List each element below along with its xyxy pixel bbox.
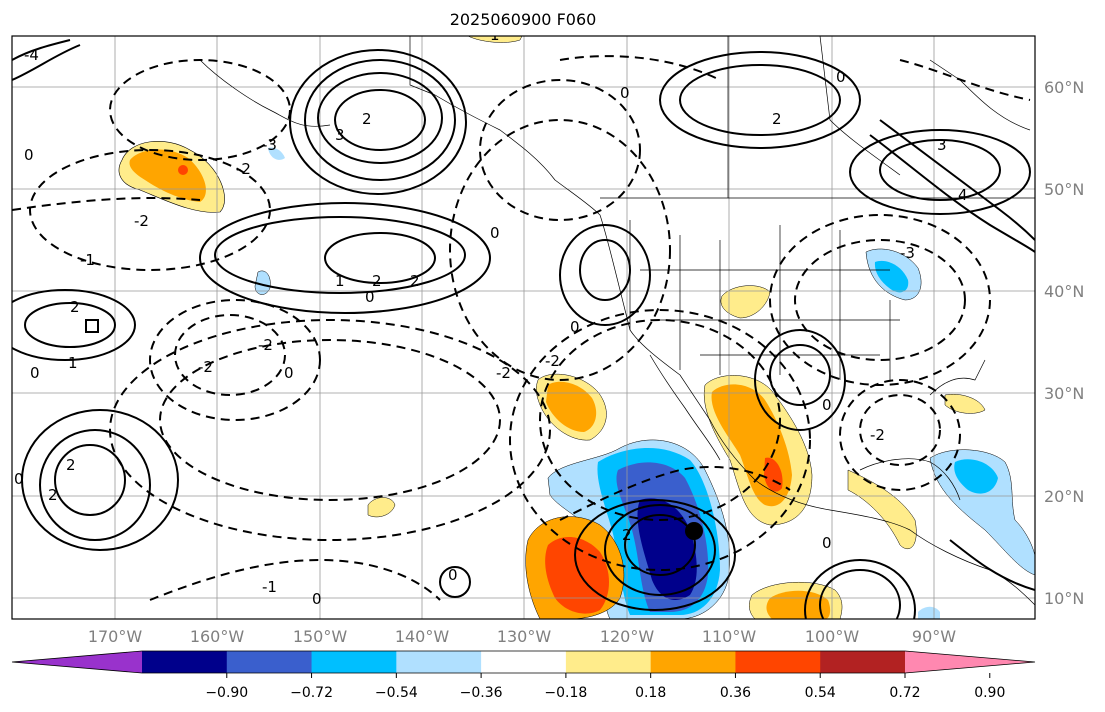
svg-text:-1: -1 bbox=[80, 251, 95, 269]
svg-text:3: 3 bbox=[335, 126, 345, 144]
lat-label: 30°N bbox=[1044, 384, 1084, 403]
colorbar-tick-label: −0.90 bbox=[205, 685, 248, 701]
lon-label: 150°W bbox=[293, 627, 348, 646]
svg-text:0: 0 bbox=[822, 396, 832, 414]
colorbar-extend-min bbox=[12, 651, 142, 673]
svg-text:2: 2 bbox=[410, 272, 420, 290]
svg-text:-1: -1 bbox=[262, 578, 277, 596]
svg-text:2: 2 bbox=[66, 456, 76, 474]
lon-label: 90°W bbox=[912, 627, 956, 646]
svg-text:2: 2 bbox=[622, 526, 632, 544]
colorbar-tick-label: 0.54 bbox=[805, 685, 836, 701]
svg-text:1: 1 bbox=[68, 354, 78, 372]
map-title: 2025060900 F060 bbox=[449, 10, 597, 29]
colorbar-tick-label: 0.72 bbox=[889, 685, 920, 701]
colorbar-segment bbox=[565, 651, 652, 673]
lon-label: 120°W bbox=[600, 627, 655, 646]
svg-text:0: 0 bbox=[312, 590, 322, 608]
colorbar-outline bbox=[11, 650, 1036, 674]
lat-label: 10°N bbox=[1044, 589, 1084, 608]
svg-text:0: 0 bbox=[620, 84, 630, 102]
colorbar-tick-label: 0.36 bbox=[720, 685, 751, 701]
colorbar-segment bbox=[311, 651, 397, 673]
colorbar-segment bbox=[396, 651, 482, 673]
lat-label: 20°N bbox=[1044, 487, 1084, 506]
colorbar-tick-label: −0.72 bbox=[290, 685, 333, 701]
svg-text:-4: -4 bbox=[24, 46, 39, 64]
colorbar-segment bbox=[820, 651, 906, 673]
lat-label: 50°N bbox=[1044, 180, 1084, 199]
svg-text:0: 0 bbox=[448, 566, 458, 584]
colorbar-extend-max bbox=[905, 651, 1035, 673]
svg-text:-3: -3 bbox=[262, 136, 277, 154]
plot-frame bbox=[11, 35, 1036, 620]
svg-text:2: 2 bbox=[70, 298, 80, 316]
lon-label: 110°W bbox=[702, 627, 757, 646]
svg-text:4: 4 bbox=[958, 186, 968, 204]
colorbar-segment bbox=[735, 651, 821, 673]
svg-text:-2: -2 bbox=[198, 358, 213, 376]
colorbar-tick-label: 0.90 bbox=[974, 685, 1005, 701]
svg-text:0: 0 bbox=[570, 318, 580, 336]
lon-label: 160°W bbox=[190, 627, 245, 646]
lon-labels: 170°W 160°W 150°W 140°W 130°W 120°W 110°… bbox=[88, 627, 956, 646]
storm-center-marker bbox=[685, 522, 703, 540]
svg-text:-2: -2 bbox=[545, 352, 560, 370]
colorbar-tick-label: −0.36 bbox=[460, 685, 503, 701]
svg-text:-2: -2 bbox=[236, 160, 251, 178]
svg-text:2: 2 bbox=[48, 486, 58, 504]
svg-text:-2: -2 bbox=[134, 212, 149, 230]
svg-text:3: 3 bbox=[937, 136, 947, 154]
contours bbox=[12, 39, 1035, 619]
svg-text:1: 1 bbox=[490, 26, 500, 44]
colorbar-tick-label: 0.18 bbox=[635, 685, 666, 701]
lat-label: 60°N bbox=[1044, 78, 1084, 97]
svg-text:0: 0 bbox=[365, 288, 375, 306]
colorbar-segment bbox=[142, 651, 228, 673]
colorbar-ticks: −0.90 −0.72 −0.54 −0.36 −0.18 0.18 0.36 0.54 0.7… bbox=[205, 673, 1005, 701]
colorbar-tick-label: −0.18 bbox=[544, 685, 587, 701]
colorbar bbox=[11, 650, 1036, 674]
svg-text:0: 0 bbox=[30, 364, 40, 382]
contour-labels: 2 3 2 3 4 2 2 1 0 1 0 2 -1 -2 -2 0 0 0 -… bbox=[14, 26, 968, 608]
colorbar-tick-label: −0.54 bbox=[375, 685, 418, 701]
lat-label: 40°N bbox=[1044, 282, 1084, 301]
lon-label: 140°W bbox=[395, 627, 450, 646]
svg-text:0: 0 bbox=[836, 68, 846, 86]
lon-label: 100°W bbox=[805, 627, 860, 646]
svg-text:2: 2 bbox=[772, 110, 782, 128]
plot-area bbox=[12, 36, 1035, 619]
svg-text:0: 0 bbox=[14, 470, 24, 488]
colorbar-segment bbox=[481, 651, 567, 673]
svg-text:0: 0 bbox=[284, 364, 294, 382]
svg-text:2: 2 bbox=[372, 272, 382, 290]
svg-text:0: 0 bbox=[490, 224, 500, 242]
colorbar-segment bbox=[226, 651, 313, 673]
svg-text:0: 0 bbox=[24, 146, 34, 164]
lon-label: 170°W bbox=[88, 627, 143, 646]
svg-text:0: 0 bbox=[822, 534, 832, 552]
svg-text:-3: -3 bbox=[900, 244, 915, 262]
lat-labels: 60°N 50°N 40°N 30°N 20°N 10°N bbox=[1044, 78, 1084, 608]
lon-label: 130°W bbox=[497, 627, 552, 646]
svg-text:-2: -2 bbox=[870, 426, 885, 444]
svg-text:1: 1 bbox=[335, 272, 345, 290]
svg-text:-2: -2 bbox=[496, 364, 511, 382]
colorbar-segment bbox=[650, 651, 736, 673]
svg-text:2: 2 bbox=[362, 110, 372, 128]
svg-text:-2: -2 bbox=[258, 336, 273, 354]
